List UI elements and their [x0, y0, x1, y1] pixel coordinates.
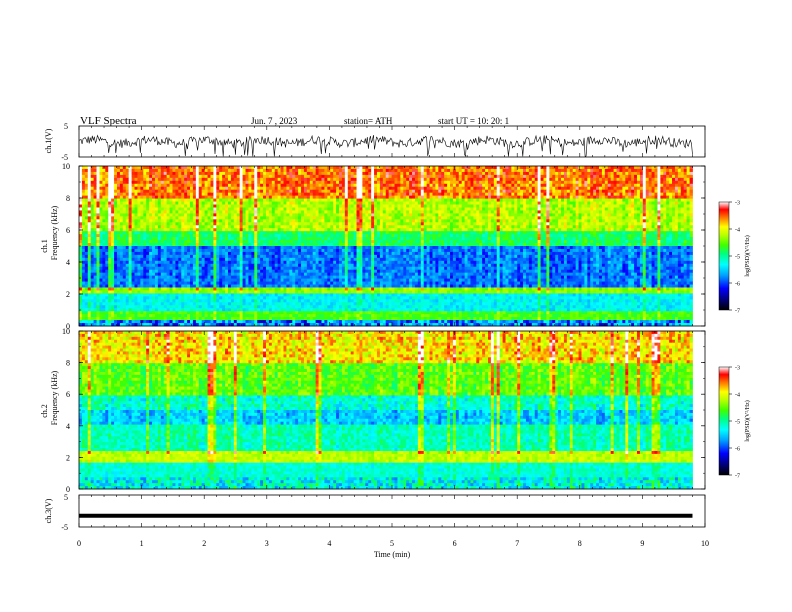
colorbar-tick--7: -7 [735, 309, 740, 315]
ch1-spectrogram-ylabel-line2: Frequency (kHz) [50, 205, 59, 260]
ytick-label-8: 8 [66, 359, 70, 368]
ch1-ylabel: ch.1(V) [44, 128, 53, 153]
ch3-panel: 5 -5 ch.3(V) [44, 493, 706, 532]
x-tick-label-10: 10 [701, 539, 709, 548]
ch1-ytick-top: 5 [64, 122, 68, 131]
ytick-label-8: 8 [66, 194, 70, 203]
ytick-label-0: 0 [66, 485, 70, 494]
x-tick-label-4: 4 [327, 539, 331, 548]
x-tick-label-2: 2 [202, 539, 206, 548]
ch2-spectrogram-ylabel-line2: Frequency (kHz) [50, 370, 59, 425]
ch1-waveform-line [79, 134, 693, 158]
ch1-colorbar [718, 201, 730, 311]
colorbar-tick--4: -4 [735, 228, 740, 234]
colorbar-tick--3: -3 [735, 201, 740, 207]
ytick-label-4: 4 [66, 422, 70, 431]
ch3-ytick-bottom: -5 [61, 523, 68, 532]
ytick-label-0: 0 [66, 322, 70, 331]
ch1-colorbar-label: log(PSD)(V²/Hz) [744, 235, 751, 276]
figure-title: VLF Spectra [80, 115, 137, 127]
x-axis-label: Time (min) [374, 550, 411, 559]
ytick-label-6: 6 [66, 226, 70, 235]
ytick-label-10: 10 [62, 162, 70, 171]
x-axis-ticks: 0 1 2 3 4 5 6 7 8 9 10 [77, 126, 709, 548]
ch2-spectrogram-ylabel-line1: ch.2 [40, 404, 49, 418]
x-tick-label-8: 8 [578, 539, 582, 548]
colorbar-tick--6: -6 [735, 447, 740, 453]
ch1-spectrogram-image [79, 166, 705, 327]
ch2-colorbar [718, 366, 730, 476]
ch1-spectrogram-yticks: 10 8 6 4 2 0 [62, 162, 705, 331]
ch2-spectrogram-image [79, 331, 705, 490]
colorbar-tick--5: -5 [735, 255, 740, 261]
ch1-colorbar-ticks: -3 -4 -5 -6 -7 [729, 201, 740, 315]
x-tick-label-9: 9 [640, 539, 644, 548]
colorbar-tick--4: -4 [735, 393, 740, 399]
ytick-label-6: 6 [66, 390, 70, 399]
ytick-label-2: 2 [66, 453, 70, 462]
station-label: station= ATH [344, 116, 393, 126]
ch3-frame [78, 494, 706, 528]
x-tick-label-0: 0 [77, 539, 81, 548]
colorbar-tick--7: -7 [735, 474, 740, 480]
ch1-spectrogram-ylabel-line1: ch.1 [40, 239, 49, 253]
ch1-ytick-bottom: -5 [61, 153, 68, 162]
ch2-colorbar-label: log(PSD)(V²/Hz) [744, 400, 751, 441]
date-label: Jun. 7 , 2023 [251, 116, 298, 126]
x-tick-label-6: 6 [453, 539, 457, 548]
ytick-label-4: 4 [66, 258, 70, 267]
colorbar-tick--3: -3 [735, 366, 740, 372]
ch2-spectrogram-yticks: 10 8 6 4 2 0 [62, 327, 705, 494]
x-tick-label-1: 1 [140, 539, 144, 548]
ytick-label-2: 2 [66, 290, 70, 299]
ch3-ylabel: ch.3(V) [44, 498, 53, 523]
ch1-waveform-panel: 5 -5 ch.1(V) [44, 122, 706, 162]
ch2-colorbar-ticks: -3 -4 -5 -6 -7 [729, 366, 740, 480]
colorbar-tick--5: -5 [735, 420, 740, 426]
x-tick-label-5: 5 [390, 539, 394, 548]
ch3-ytick-top: 5 [64, 493, 68, 502]
ytick-label-10: 10 [62, 327, 70, 336]
x-tick-label-7: 7 [515, 539, 519, 548]
start-ut-label: start UT = 10: 20: 1 [438, 116, 509, 126]
x-tick-label-3: 3 [265, 539, 269, 548]
colorbar-tick--6: -6 [735, 282, 740, 288]
